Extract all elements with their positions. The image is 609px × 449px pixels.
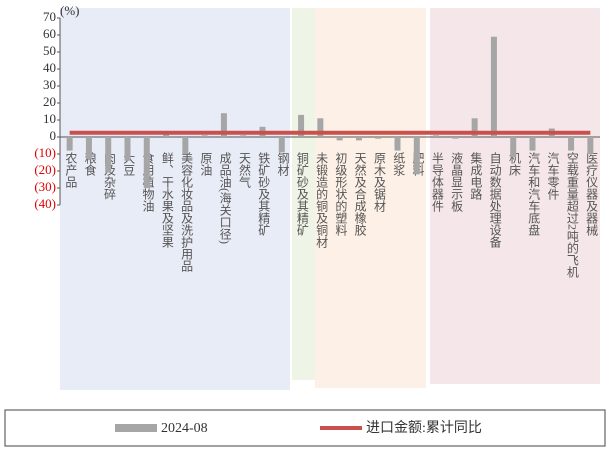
- bar: [317, 118, 324, 137]
- bar: [568, 137, 575, 151]
- bar: [278, 137, 285, 153]
- x-tick-label: 医疗仪器及器械: [585, 152, 599, 236]
- x-tick-label: 汽车和汽车底盘: [527, 151, 541, 236]
- bar: [182, 137, 189, 154]
- bar: [433, 135, 440, 137]
- bar: [587, 137, 594, 154]
- bar: [413, 137, 420, 175]
- bar: [298, 114, 305, 137]
- x-tick-label: 空载重量超过2吨的飞机: [565, 152, 579, 278]
- bar: [510, 137, 517, 158]
- x-tick-label: 机床: [507, 152, 521, 176]
- x-tick-label: 原木及锯材: [372, 152, 386, 212]
- bar: [143, 137, 150, 188]
- y-unit: (%): [60, 3, 80, 18]
- bar: [124, 137, 131, 161]
- x-tick-label: 农产品: [64, 152, 78, 188]
- legend-label: 进口金额:累计同比: [366, 420, 482, 436]
- y-tick-label: 30: [43, 77, 56, 92]
- bar: [66, 137, 73, 151]
- y-tick-label: 40: [43, 60, 56, 75]
- y-tick-label: (40): [34, 196, 56, 211]
- legend-swatch: [115, 424, 157, 432]
- group-bg: [430, 8, 600, 384]
- bar: [105, 137, 112, 173]
- legend-box: [4, 409, 606, 447]
- x-tick-label: 天然气: [237, 152, 251, 188]
- bar: [375, 137, 382, 139]
- bar: [529, 137, 536, 151]
- x-tick-label: 原油: [199, 152, 213, 176]
- y-tick-label: 70: [43, 9, 56, 24]
- bar: [490, 36, 497, 138]
- bar: [201, 135, 208, 137]
- bar: [336, 137, 343, 141]
- x-tick-label: 未锻造的铜及铜材: [315, 152, 329, 248]
- bar: [355, 137, 362, 141]
- x-tick-label: 铜矿砂及其精矿: [295, 151, 309, 236]
- group-bg: [60, 8, 290, 390]
- y-tick-label: (10): [34, 145, 56, 160]
- x-tick-label: 自动数据处理设备: [488, 152, 502, 249]
- x-tick-label: 集成电路: [469, 151, 483, 201]
- y-tick-label: 20: [43, 94, 56, 109]
- y-tick-label: 0: [50, 128, 57, 143]
- bar: [85, 137, 92, 160]
- x-tick-label: 纸浆: [392, 152, 406, 176]
- x-tick-label: 液晶显示板: [450, 151, 464, 213]
- x-tick-label: 美容化妆品及洗护用品: [180, 152, 194, 272]
- group-bg: [315, 8, 426, 388]
- bar: [163, 133, 170, 137]
- group-bg: [292, 8, 315, 380]
- y-tick-label: 60: [43, 26, 56, 41]
- bar: [452, 137, 459, 139]
- x-tick-label: 汽车零件: [546, 151, 560, 200]
- y-tick-label: (20): [34, 162, 56, 177]
- y-tick-label: 10: [43, 111, 56, 126]
- bar: [220, 113, 227, 137]
- bar: [240, 135, 247, 137]
- y-tick-label: (30): [34, 179, 56, 194]
- x-tick-label: 铁矿砂及其精矿: [257, 152, 271, 236]
- x-tick-label: 初级形状的塑料: [334, 152, 348, 236]
- bar: [394, 137, 401, 151]
- x-tick-label: 天然及合成橡胶: [353, 152, 367, 237]
- y-tick-label: 50: [43, 43, 56, 58]
- bar: [471, 118, 478, 137]
- x-tick-label: 鲜、干水果及坚果: [160, 152, 174, 248]
- x-tick-label: 半导体器件: [430, 152, 444, 212]
- x-tick-label: 钢材: [276, 152, 290, 176]
- legend-label: 2024-08: [161, 421, 208, 436]
- x-tick-label: 成品油(海关口径): [218, 152, 232, 244]
